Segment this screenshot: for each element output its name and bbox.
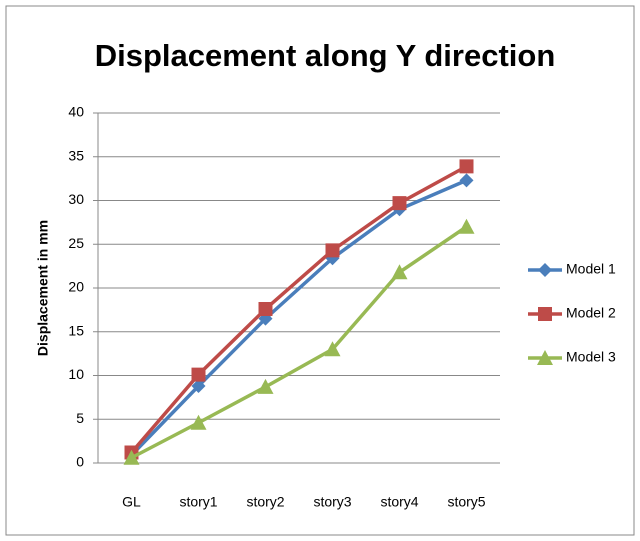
x-tick-label: story2 [246, 494, 284, 510]
y-tick-label: 35 [68, 147, 84, 163]
data-point [191, 379, 206, 393]
data-point [190, 414, 207, 430]
data-point [459, 173, 474, 188]
legend-label: Model 3 [566, 349, 616, 365]
x-tick-label: story4 [380, 494, 418, 510]
data-point [459, 159, 474, 174]
data-point [257, 378, 274, 394]
y-tick-label: 25 [68, 235, 84, 251]
y-axis-label: Displacement in mm [35, 220, 51, 356]
data-point [191, 367, 206, 382]
y-tick-label: 10 [68, 366, 84, 382]
data-point [123, 449, 140, 465]
y-tick-label: 40 [68, 104, 84, 120]
data-point [325, 243, 340, 258]
legend-marker [538, 263, 552, 277]
chart-title: Displacement along Y direction [95, 38, 556, 73]
legend-marker [537, 350, 553, 365]
series-line [130, 164, 468, 454]
legend-marker [538, 307, 552, 321]
y-tick-label: 15 [68, 322, 84, 338]
y-tick-label: 20 [68, 279, 84, 295]
legend-label: Model 1 [566, 261, 616, 277]
data-point [258, 302, 273, 316]
x-tick-label: story3 [313, 494, 351, 510]
legend-label: Model 2 [566, 305, 616, 321]
y-tick-label: 5 [76, 410, 84, 426]
y-tick-label: 30 [68, 191, 84, 207]
x-tick-label: story1 [179, 494, 217, 510]
x-tick-label: story5 [447, 494, 485, 510]
data-point [392, 196, 407, 211]
series-line [130, 178, 468, 457]
data-point [391, 264, 408, 280]
x-tick-label: GL [122, 494, 141, 510]
data-point [458, 218, 475, 234]
series-line [130, 225, 468, 460]
y-tick-label: 0 [76, 454, 84, 470]
data-point [324, 341, 341, 357]
